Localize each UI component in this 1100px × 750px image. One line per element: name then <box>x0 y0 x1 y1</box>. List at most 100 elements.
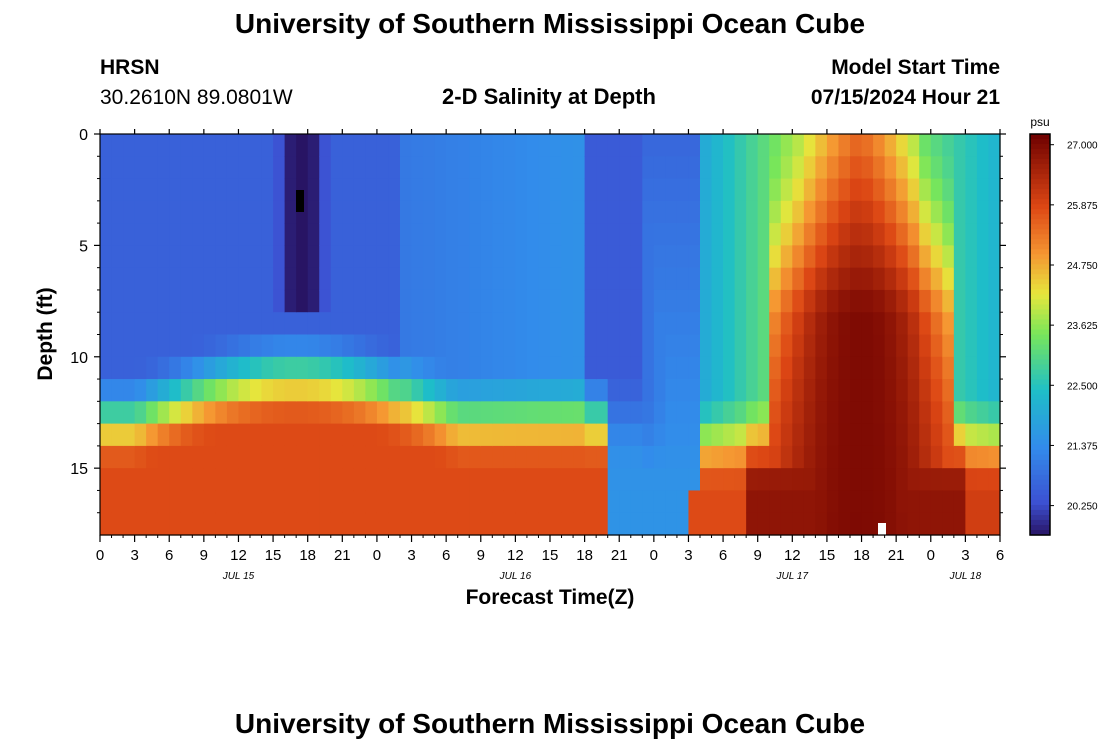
heatmap-cell <box>803 245 816 269</box>
heatmap-cell <box>480 134 493 157</box>
heatmap-cell <box>169 200 182 224</box>
heatmap-cell <box>711 289 724 313</box>
heatmap-cell <box>434 200 447 224</box>
heatmap-cell <box>700 468 713 492</box>
heatmap-cell <box>273 356 286 380</box>
heatmap-cell <box>619 200 632 224</box>
heatmap-cell <box>261 267 274 291</box>
heatmap-cell <box>607 423 620 447</box>
heatmap-cell <box>896 379 909 402</box>
heatmap-cell <box>123 379 136 402</box>
heatmap-cell <box>550 312 563 336</box>
heatmap-cell <box>250 267 263 291</box>
heatmap-cell <box>607 312 620 336</box>
date-label: JUL 15 <box>222 571 255 582</box>
heatmap-cell <box>803 223 816 246</box>
heatmap-cell <box>400 312 413 336</box>
heatmap-cell <box>815 401 828 425</box>
heatmap-cell <box>457 312 470 336</box>
heatmap-cell <box>192 379 205 402</box>
heatmap-cell <box>607 289 620 313</box>
x-tick-label: 9 <box>200 547 208 564</box>
heatmap-cell <box>942 334 955 358</box>
heatmap-cell <box>769 223 782 246</box>
heatmap-cell <box>192 423 205 447</box>
heatmap-cell <box>446 401 459 425</box>
colorbar-band <box>1030 229 1050 235</box>
heatmap-cell <box>342 490 355 514</box>
colorbar-band <box>1030 329 1050 336</box>
heatmap-cell <box>296 245 309 269</box>
heatmap-cell <box>769 379 782 402</box>
heatmap-cell <box>100 289 113 313</box>
heatmap-cell <box>157 267 170 291</box>
heatmap-cell <box>769 312 782 336</box>
heatmap-cell <box>815 512 828 536</box>
heatmap-cell <box>596 289 609 313</box>
heatmap-cell <box>365 200 378 224</box>
heatmap-cell <box>146 445 159 469</box>
heatmap-cell <box>307 401 320 425</box>
heatmap-cell <box>238 267 251 291</box>
heatmap-cell <box>261 334 274 358</box>
heatmap-cell <box>376 356 390 380</box>
heatmap-cell <box>838 490 851 514</box>
colorbar-band <box>1030 334 1050 341</box>
heatmap-cell <box>330 178 343 202</box>
heatmap-cell <box>815 178 828 202</box>
colorbar-band <box>1030 314 1050 321</box>
heatmap-cell <box>711 223 724 246</box>
heatmap-cell <box>676 156 690 180</box>
x-tick-label: 21 <box>611 547 628 564</box>
heatmap-cell <box>861 223 874 246</box>
heatmap-cell <box>411 134 424 157</box>
heatmap-cell <box>919 490 932 514</box>
heatmap-cell <box>780 379 793 402</box>
x-tick-label: 0 <box>373 547 381 564</box>
heatmap-cell <box>953 223 966 246</box>
heatmap-cell <box>134 379 147 402</box>
colorbar-band <box>1030 184 1050 190</box>
heatmap-cell <box>226 134 240 157</box>
heatmap-cell <box>273 312 286 336</box>
model-start-value: 07/15/2024 Hour 21 <box>810 86 1000 109</box>
heatmap-cell <box>711 401 724 425</box>
heatmap-cell <box>792 312 805 336</box>
heatmap-cell <box>307 223 320 246</box>
heatmap-cell <box>976 468 990 492</box>
heatmap-cell <box>896 356 909 380</box>
heatmap-cell <box>434 512 447 536</box>
heatmap-cell <box>596 334 609 358</box>
heatmap-cell <box>861 178 874 202</box>
heatmap-cell <box>273 379 286 402</box>
heatmap-cell <box>803 312 816 336</box>
heatmap-cell <box>296 156 309 180</box>
heatmap-cell <box>769 512 782 536</box>
heatmap-cell <box>273 423 286 447</box>
heatmap-cell <box>630 267 643 291</box>
heatmap-cell <box>203 134 216 157</box>
x-tick-label: 18 <box>299 547 316 564</box>
heatmap-cell <box>411 334 424 358</box>
heatmap-cell <box>976 312 990 336</box>
heatmap-cell <box>134 245 147 269</box>
heatmap-cell <box>192 334 205 358</box>
heatmap-cell <box>757 267 770 291</box>
heatmap-cell <box>238 423 251 447</box>
heatmap-cell <box>296 512 309 536</box>
heatmap-cell <box>100 379 113 402</box>
heatmap-cell <box>192 445 205 469</box>
heatmap-cell <box>146 490 159 514</box>
heatmap-cell <box>192 312 205 336</box>
heatmap-cell <box>676 245 690 269</box>
colorbar-band <box>1030 434 1050 441</box>
heatmap-cell <box>180 267 193 291</box>
heatmap-cell <box>134 356 147 380</box>
heatmap-cell <box>653 334 666 358</box>
heatmap-cell <box>942 289 955 313</box>
heatmap-cell <box>261 312 274 336</box>
heatmap-cell <box>169 445 182 469</box>
heatmap-cell <box>573 334 586 358</box>
x-tick-label: 6 <box>719 547 727 564</box>
heatmap-cell <box>296 401 309 425</box>
